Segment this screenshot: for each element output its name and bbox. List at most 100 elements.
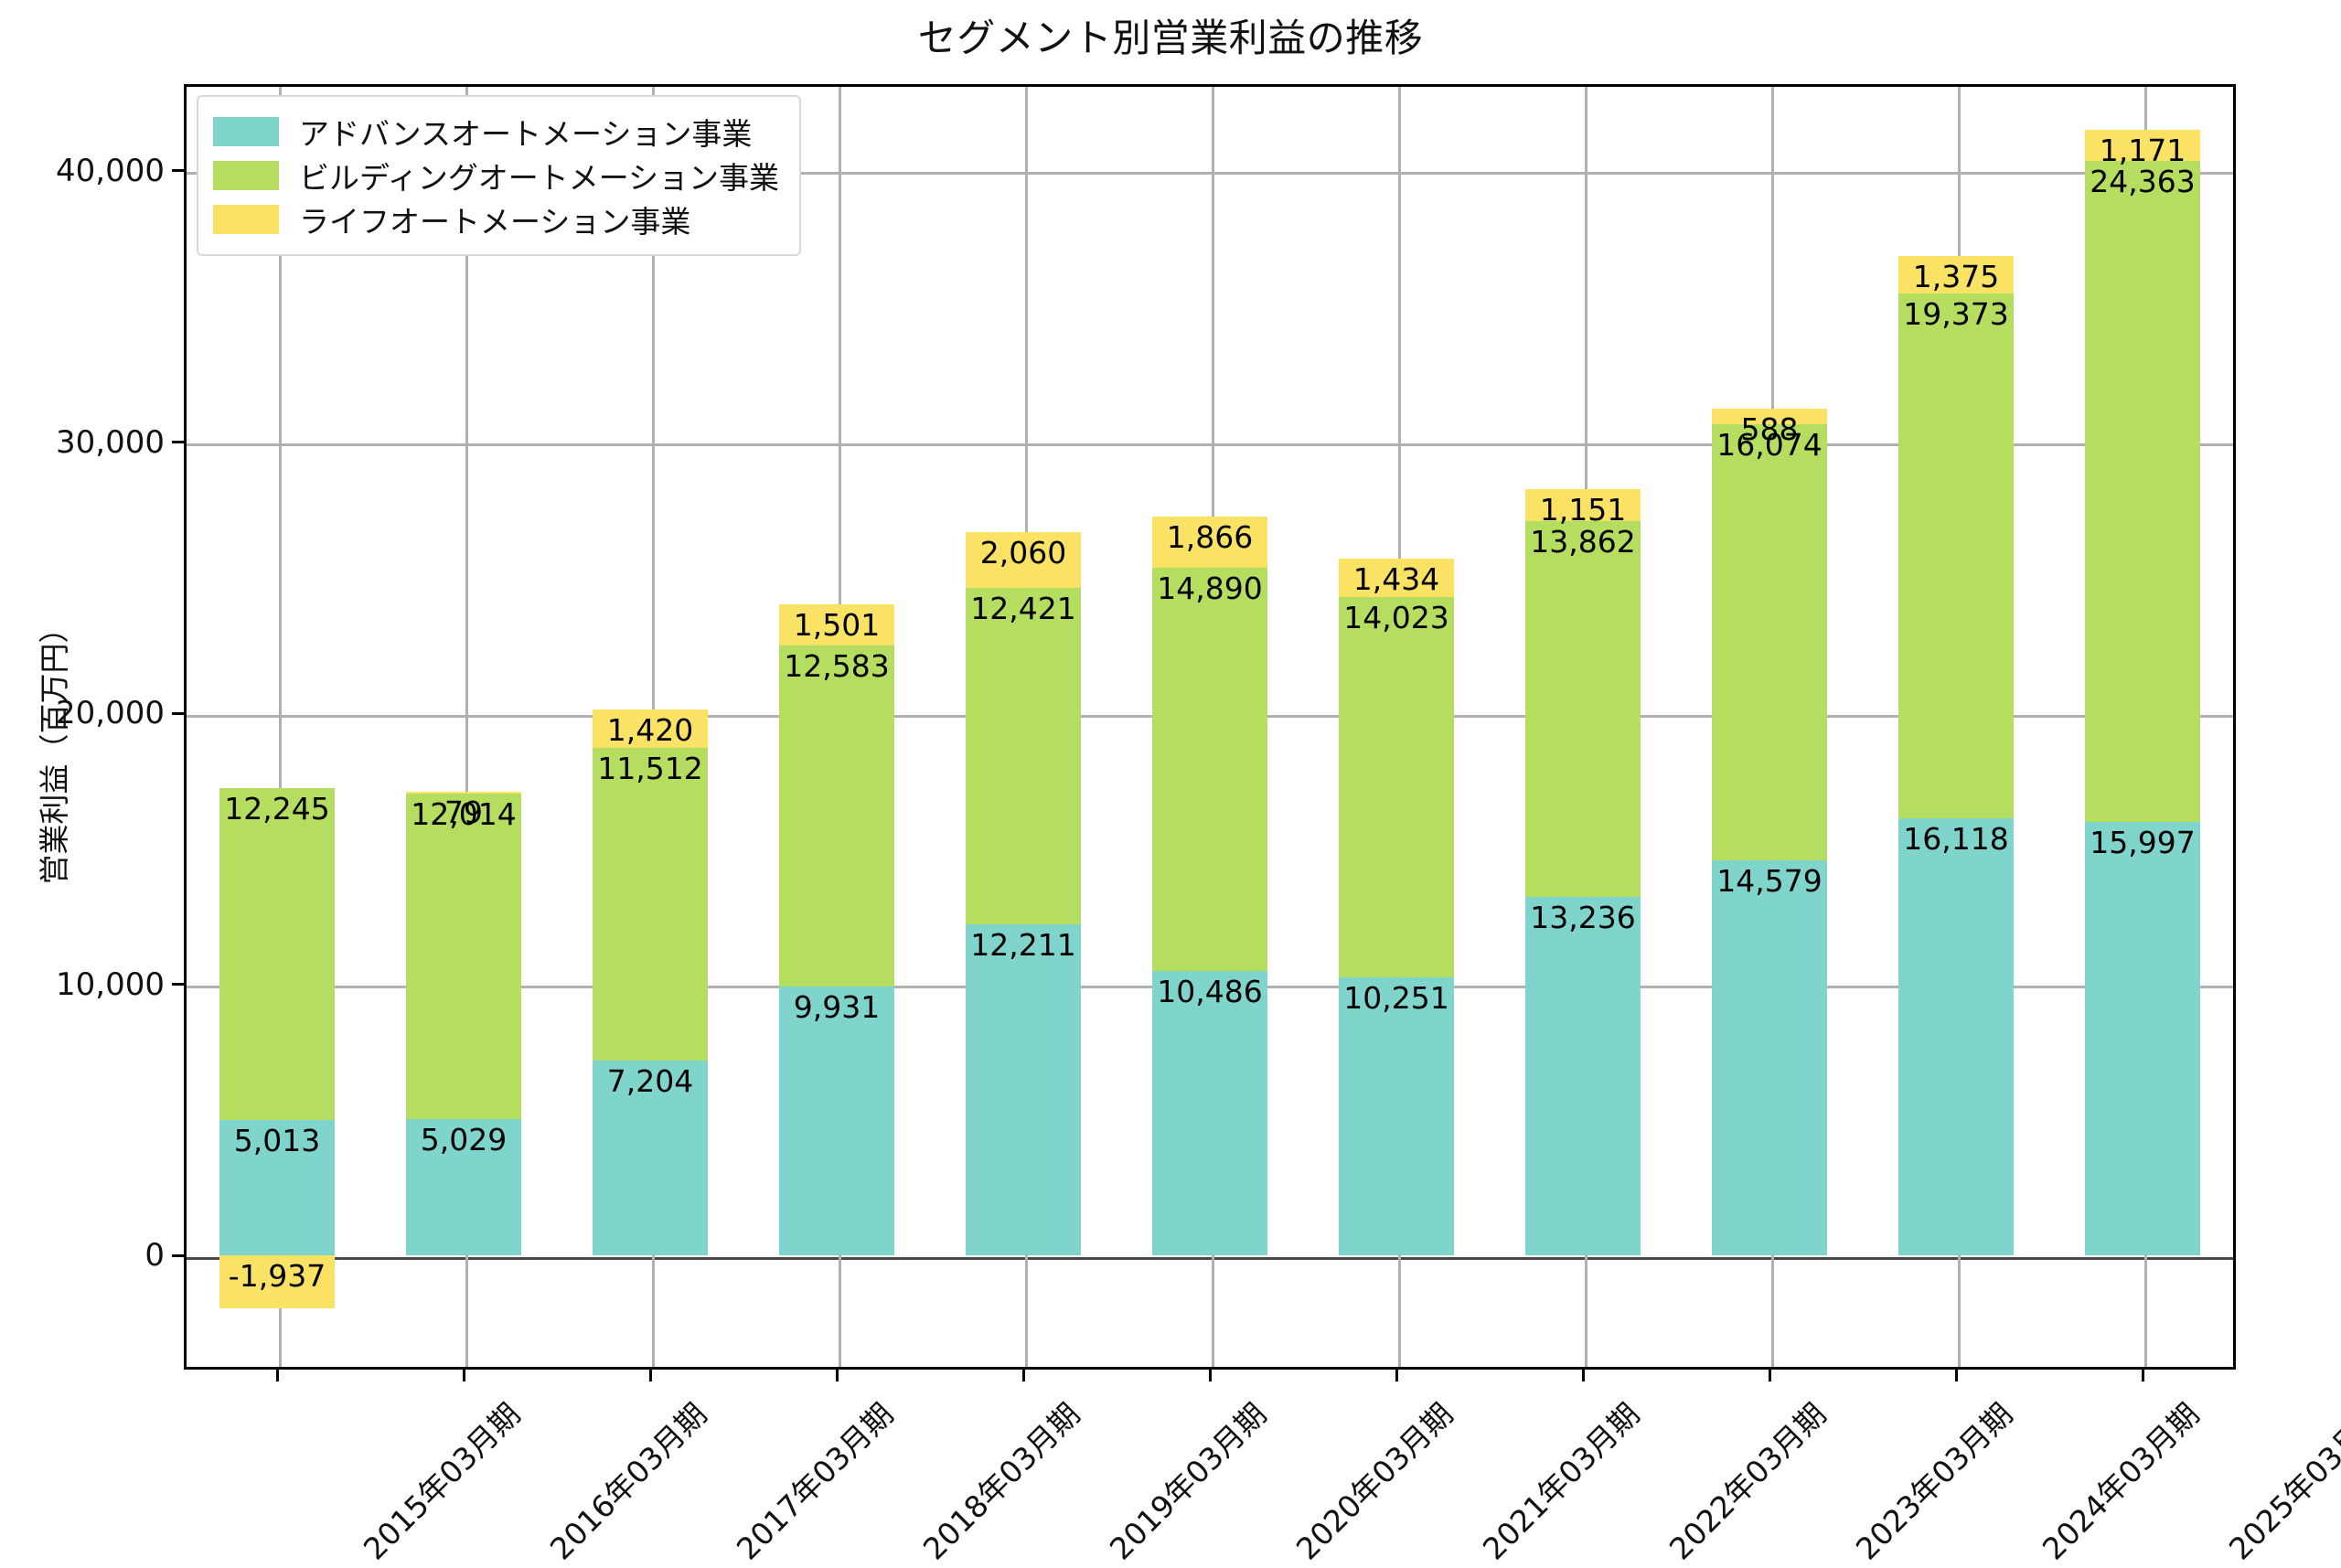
bar-segment[interactable] — [778, 604, 895, 645]
bar-value-label: 10,251 — [1343, 980, 1449, 1017]
bar-segment[interactable] — [1338, 558, 1455, 598]
x-tick-mark — [1208, 1370, 1212, 1381]
bar-segment[interactable] — [405, 791, 522, 794]
bar-segment[interactable] — [1524, 520, 1641, 897]
bar-value-label: 2,060 — [979, 534, 1067, 571]
y-tick-mark — [172, 169, 184, 173]
bar-value-label: 1,434 — [1352, 560, 1440, 597]
bar-value-label: 5,013 — [233, 1122, 321, 1158]
x-tick-mark — [1954, 1370, 1958, 1381]
legend-swatch-icon — [213, 161, 279, 190]
bar-segment[interactable] — [219, 1119, 336, 1256]
bar-value-label: 9,931 — [793, 988, 881, 1025]
bar-segment[interactable] — [1897, 818, 2015, 1256]
bar-value-label: 12,014 — [411, 795, 517, 832]
bar-value-label: 15,997 — [2090, 824, 2196, 860]
x-tick-label: 2024年03月期 — [2035, 1395, 2207, 1567]
bar-segment[interactable] — [1897, 255, 2015, 293]
bar-segment[interactable] — [778, 986, 895, 1256]
bar-value-label: 12,583 — [784, 647, 890, 684]
bar-segment[interactable] — [592, 748, 709, 1061]
bar-segment[interactable] — [778, 645, 895, 987]
x-tick-label: 2022年03月期 — [1662, 1395, 1833, 1567]
x-tick-label: 2017年03月期 — [729, 1395, 901, 1567]
legend-label: ビルディングオートメーション事業 — [299, 160, 780, 196]
x-tick-mark — [1768, 1370, 1771, 1381]
bar-value-label: 11,512 — [597, 751, 703, 787]
bar-segment[interactable] — [965, 587, 1082, 925]
bar-value-label: 79 — [444, 794, 483, 830]
y-tick-mark — [172, 711, 184, 715]
chart-legend: アドバンスオートメーション事業 ビルディングオートメーション事業 ライフオートメーシ… — [197, 95, 802, 256]
bar-value-label: 13,862 — [1530, 523, 1636, 560]
bar-value-label: 12,211 — [970, 927, 1076, 964]
y-tick-label: 20,000 — [56, 695, 165, 732]
bar-segment[interactable] — [1524, 896, 1641, 1256]
bar-segment[interactable] — [2084, 821, 2201, 1256]
y-tick-label: 10,000 — [56, 965, 165, 1003]
bar-segment[interactable] — [405, 793, 522, 1120]
legend-label: アドバンスオートメーション事業 — [299, 116, 753, 152]
x-tick-label: 2023年03月期 — [1848, 1395, 2020, 1567]
gridline-vertical — [278, 87, 282, 1367]
bar-value-label: 1,171 — [2099, 132, 2186, 168]
bar-value-label: 1,151 — [1539, 492, 1627, 528]
bar-segment[interactable] — [2084, 161, 2201, 822]
gridline-horizontal — [187, 172, 2233, 176]
bar-segment[interactable] — [1711, 859, 1828, 1256]
bar-value-label: 12,421 — [970, 590, 1076, 626]
bar-segment[interactable] — [2084, 129, 2201, 162]
bar-segment[interactable] — [1151, 567, 1268, 972]
y-tick-label: 30,000 — [56, 423, 165, 461]
bar-segment[interactable] — [1897, 293, 2015, 819]
bar-segment[interactable] — [1338, 597, 1455, 978]
legend-item[interactable]: ライフオートメーション事業 — [213, 197, 779, 241]
bar-value-label: 10,486 — [1157, 974, 1263, 1010]
bar-value-label: 14,579 — [1716, 862, 1823, 899]
x-tick-label: 2021年03月期 — [1475, 1395, 1647, 1567]
gridline-horizontal — [187, 443, 2233, 447]
bar-segment[interactable] — [592, 709, 709, 749]
y-tick-mark — [172, 983, 184, 987]
legend-swatch-icon — [213, 117, 279, 146]
legend-label: ライフオートメーション事業 — [299, 204, 691, 240]
bar-segment[interactable] — [1338, 977, 1455, 1256]
legend-item[interactable]: アドバンスオートメーション事業 — [213, 110, 779, 154]
bar-segment[interactable] — [1524, 489, 1641, 521]
page-title: セグメント別営業利益の推移 — [917, 16, 1424, 60]
bar-segment[interactable] — [219, 1255, 336, 1308]
y-axis-label: 営業利益（百万円） — [37, 613, 72, 885]
y-tick-mark — [172, 441, 184, 444]
bar-value-label: 14,023 — [1343, 600, 1449, 636]
bar-value-label: 588 — [1740, 411, 1799, 447]
bar-segment[interactable] — [965, 531, 1082, 588]
y-tick-label: 0 — [144, 1237, 165, 1275]
bar-value-label: 5,029 — [420, 1122, 508, 1158]
bar-segment[interactable] — [1151, 517, 1268, 568]
bar-segment[interactable] — [592, 1060, 709, 1256]
x-tick-label: 2018年03月期 — [915, 1395, 1087, 1567]
bar-value-label: -1,937 — [228, 1258, 326, 1295]
x-tick-mark — [275, 1370, 279, 1381]
bar-segment[interactable] — [1711, 408, 1828, 425]
bar-value-label: 7,204 — [606, 1062, 694, 1099]
bar-value-label: 14,890 — [1157, 570, 1263, 606]
bar-segment[interactable] — [219, 787, 336, 1120]
bar-value-label: 1,866 — [1166, 519, 1254, 556]
zero-line — [187, 1256, 2233, 1260]
x-tick-label: 2016年03月期 — [542, 1395, 714, 1567]
x-tick-label: 2025年03月期 — [2221, 1395, 2341, 1567]
y-tick-mark — [172, 1253, 184, 1257]
bar-segment[interactable] — [405, 1119, 522, 1256]
bar-segment[interactable] — [1711, 424, 1828, 860]
x-tick-label: 2019年03月期 — [1102, 1395, 1274, 1567]
legend-item[interactable]: ビルディングオートメーション事業 — [213, 154, 779, 197]
x-tick-label: 2015年03月期 — [356, 1395, 528, 1567]
x-tick-mark — [1395, 1370, 1398, 1381]
bar-segment[interactable] — [965, 924, 1082, 1256]
x-tick-mark — [1021, 1370, 1025, 1381]
x-tick-mark — [2141, 1370, 2144, 1381]
bar-value-label: 16,118 — [1903, 821, 2009, 858]
gridline-vertical — [465, 87, 468, 1367]
bar-segment[interactable] — [1151, 971, 1268, 1256]
